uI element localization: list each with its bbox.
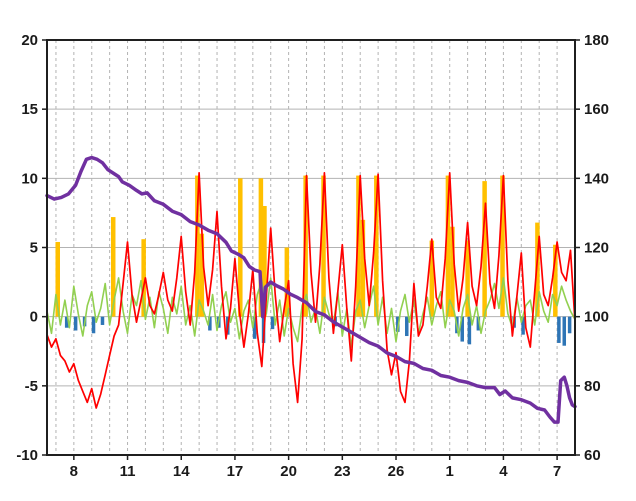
right-axis-tick-label: 180 [584,32,609,49]
right-axis-tick-label: 80 [584,378,601,395]
x-axis-tick-label: 26 [388,463,405,480]
right-axis-tick-label: 160 [584,101,609,118]
right-axis-tick-label: 100 [584,309,609,326]
x-axis-tick-label: 7 [553,463,561,480]
left-axis-tick-label: 0 [30,309,38,326]
right-axis-tick-label: 140 [584,170,609,187]
right-axis-tick-label: 120 [584,240,609,257]
x-axis-tick-label: 20 [280,463,297,480]
series-precip-bars [55,175,558,317]
x-axis-tick-label: 17 [227,463,244,480]
left-axis-tick-label: 15 [21,101,38,118]
x-axis-tick-label: 8 [70,463,78,480]
series-temperature-line [46,171,576,409]
x-axis-tick-label: 1 [446,463,454,480]
x-axis-tick-label: 11 [120,463,136,480]
x-axis-tick-label: 14 [173,463,190,480]
series-green-line [46,277,576,348]
x-axis-tick-label: 23 [334,463,351,480]
right-axis-tick-label: 60 [584,447,601,464]
left-axis-tick-label: -10 [16,447,38,464]
x-axis-tick-label: 4 [499,463,508,480]
series-snow-depth-line [45,155,577,424]
left-axis-tick-label: 10 [21,170,38,187]
left-axis-tick-label: -5 [25,378,38,395]
left-axis-tick-label: 20 [21,32,38,49]
left-axis-tick-label: 5 [30,240,38,257]
